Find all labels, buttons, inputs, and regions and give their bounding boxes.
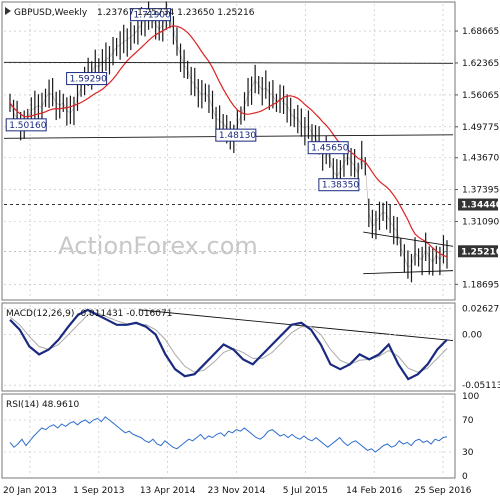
price-annotation-label: 1.38350 (322, 181, 359, 191)
price-tick-label: 1.68665 (462, 27, 499, 37)
chart-ohlc-label: 1.23767 1.25734 1.23650 1.25216 (97, 8, 255, 18)
date-tick-label: 1 Sep 2013 (73, 486, 124, 496)
price-tick-label: 1.31090 (462, 218, 499, 228)
date-tick-label: 5 Jul 2015 (283, 486, 328, 496)
price-annotation-label: 1.50160 (9, 121, 46, 131)
rsi-tick-label: 70 (462, 416, 474, 426)
axis-layer: 1.68665 1.62365 1.56065 1.49775 1.43670 1.373… (3, 27, 500, 496)
price-level-badge (458, 198, 498, 211)
trendline (138, 309, 454, 342)
rsi-label: RSI(14) 48.9610 (6, 400, 79, 410)
trendline-layer (3, 61, 454, 342)
price-tick-label: 1.62365 (462, 59, 499, 69)
macd-layer: 0.026276 0.00 -0.051137 (4, 305, 500, 391)
price-annotation-label: 1.71900 (134, 11, 171, 21)
price-tick-label: 1.43670 (462, 154, 499, 164)
price-tick-label: 1.49775 (462, 123, 499, 133)
rsi-tick-label: 100 (462, 392, 479, 402)
price-annotation-box (215, 128, 257, 142)
price-annotation-box (130, 8, 172, 22)
grid-layer (4, 4, 453, 476)
rsi-panel (1, 393, 456, 479)
trendline (363, 231, 454, 247)
date-tick-label: 13 Apr 2014 (140, 486, 196, 496)
macd-tick-label: 0.026276 (462, 305, 500, 315)
date-tick-label: 23 Nov 2014 (208, 486, 266, 496)
collapse-arrow-icon[interactable] (5, 7, 11, 15)
price-level-badge (458, 245, 498, 258)
watermark: ActionForex.com (58, 232, 258, 260)
date-tick-label: 14 Feb 2016 (346, 486, 402, 496)
price-level-badge-label: 1.34440 (461, 201, 500, 211)
price-annotation-label: 1.59290 (70, 75, 107, 85)
rsi-tick-label: 0 (462, 472, 468, 482)
rsi-tick-label: 30 (462, 448, 474, 458)
price-annotation-box (307, 141, 349, 155)
rsi-line (9, 416, 448, 453)
price-annotation-label: 1.48130 (219, 131, 256, 141)
price-tick-label: 1.18695 (462, 280, 499, 290)
price-tick-label: 1.56065 (462, 91, 499, 101)
trendline (363, 270, 454, 275)
macd-line (9, 308, 448, 381)
macd-label: MACD(12,26,9) -0.011431 -0.016071 (6, 309, 172, 319)
chart-symbol-label: GBPUSD,Weekly (14, 8, 88, 18)
rsi-layer: 100 70 30 0 (4, 392, 479, 482)
date-tick-label: 25 Sep 2016 (414, 486, 471, 496)
macd-tick-label: -0.051137 (462, 381, 500, 391)
price-annotation-label: 1.45650 (311, 144, 348, 154)
price-tick-label: 1.37395 (462, 186, 499, 196)
price-annotation-box (318, 178, 360, 192)
price-annotation-box (5, 118, 47, 132)
date-tick-label: 20 Jan 2013 (3, 486, 57, 496)
macd-tick-label: 0.00 (462, 331, 482, 341)
watermark-layer: ActionForex.com (58, 232, 258, 260)
price-panel (1, 1, 456, 301)
moving-average-line (9, 25, 448, 258)
price-level-badge-label: 1.25216 (461, 247, 500, 257)
price-annotation-box (66, 72, 108, 86)
trendline (3, 61, 454, 64)
annotation-layer: 1.48130 1.71900 1.59290 1.45650 1.50160 1.383… (5, 8, 360, 192)
